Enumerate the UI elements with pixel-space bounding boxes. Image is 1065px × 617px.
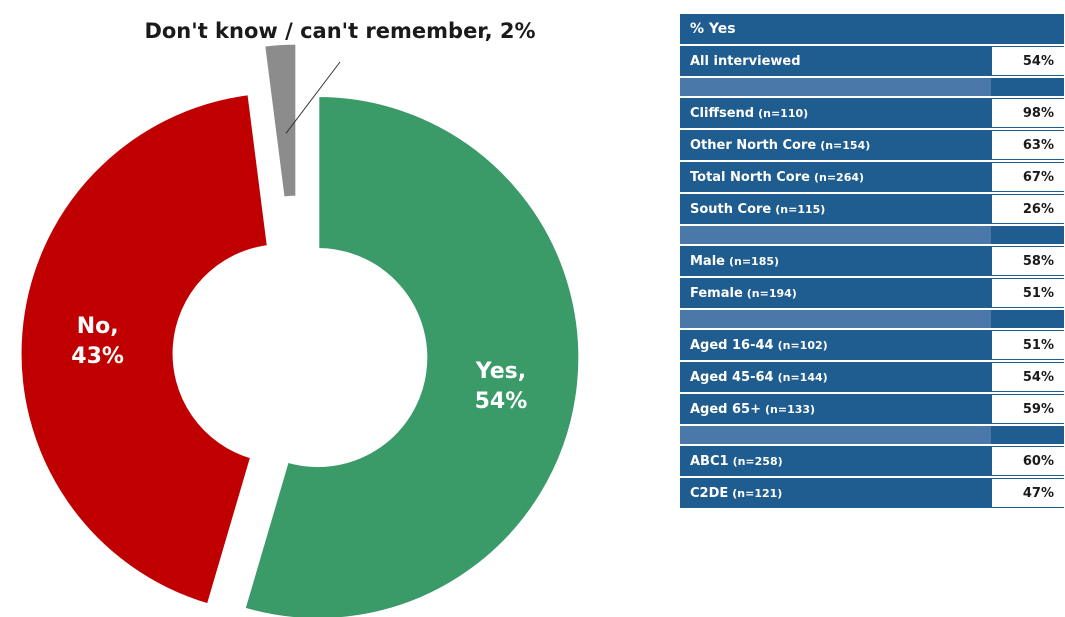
table-row: All interviewed 54% (680, 46, 1064, 78)
row-value: 60% (991, 446, 1064, 476)
table-row: South Core (n=115) 26% (680, 194, 1064, 226)
table-row: Aged 16-44 (n=102) 51% (680, 330, 1064, 362)
row-value: 51% (991, 278, 1064, 308)
slice-label-yes: Yes, 54% (475, 359, 528, 414)
table-group-separator (680, 310, 1064, 330)
row-value: 67% (991, 162, 1064, 192)
row-label: Other North Core (n=154) (680, 130, 991, 160)
table-header-label: % Yes (690, 21, 736, 37)
row-label: Male (n=185) (680, 246, 991, 276)
row-value: 59% (991, 394, 1064, 424)
donut-chart-area: Yes, 54% No, 43% Don't know / can't remember… (18, 19, 582, 617)
row-label: Female (n=194) (680, 278, 991, 308)
table-row: C2DE (n=121) 47% (680, 478, 1064, 510)
table-group-separator (680, 226, 1064, 246)
callout-dont-know-label: Don't know / can't remember, 2% (144, 19, 535, 43)
row-value: 54% (991, 46, 1064, 76)
table-body: All interviewed 54% Cliffsend (n=110) 98% Oth… (680, 46, 1064, 510)
table-row: Cliffsend (n=110) 98% (680, 98, 1064, 130)
table-row: Male (n=185) 58% (680, 246, 1064, 278)
table-row: ABC1 (n=258) 60% (680, 446, 1064, 478)
slice-yes (242, 94, 582, 617)
row-label: Aged 65+ (n=133) (680, 394, 991, 424)
table-row: Aged 65+ (n=133) 59% (680, 394, 1064, 426)
table-group-separator (680, 426, 1064, 446)
row-value: 54% (991, 362, 1064, 392)
table-group-separator (680, 78, 1064, 98)
row-value: 47% (991, 478, 1064, 508)
table-row: Female (n=194) 51% (680, 278, 1064, 310)
row-label: Cliffsend (n=110) (680, 98, 991, 128)
row-label: All interviewed (680, 46, 991, 76)
row-label: Aged 45-64 (n=144) (680, 362, 991, 392)
slice-dont-know (261, 41, 299, 200)
yes-breakdown-table: % Yes All interviewed 54% Cliffsend (n=110)… (680, 14, 1064, 510)
row-value: 63% (991, 130, 1064, 160)
table-row: Aged 45-64 (n=144) 54% (680, 362, 1064, 394)
row-label: South Core (n=115) (680, 194, 991, 224)
row-label: Total North Core (n=264) (680, 162, 991, 192)
table-header: % Yes (680, 14, 1064, 46)
slice-no (18, 92, 271, 607)
row-value: 26% (991, 194, 1064, 224)
row-label: ABC1 (n=258) (680, 446, 991, 476)
table-row: Other North Core (n=154) 63% (680, 130, 1064, 162)
row-label: C2DE (n=121) (680, 478, 991, 508)
row-value: 58% (991, 246, 1064, 276)
slice-label-no: No, 43% (71, 314, 124, 369)
row-value: 51% (991, 330, 1064, 360)
row-value: 98% (991, 98, 1064, 128)
table-row: Total North Core (n=264) 67% (680, 162, 1064, 194)
row-label: Aged 16-44 (n=102) (680, 330, 991, 360)
callout-leader-line (285, 61, 341, 134)
donut-chart: Yes, 54% No, 43% Don't know / can't remember… (18, 19, 582, 617)
